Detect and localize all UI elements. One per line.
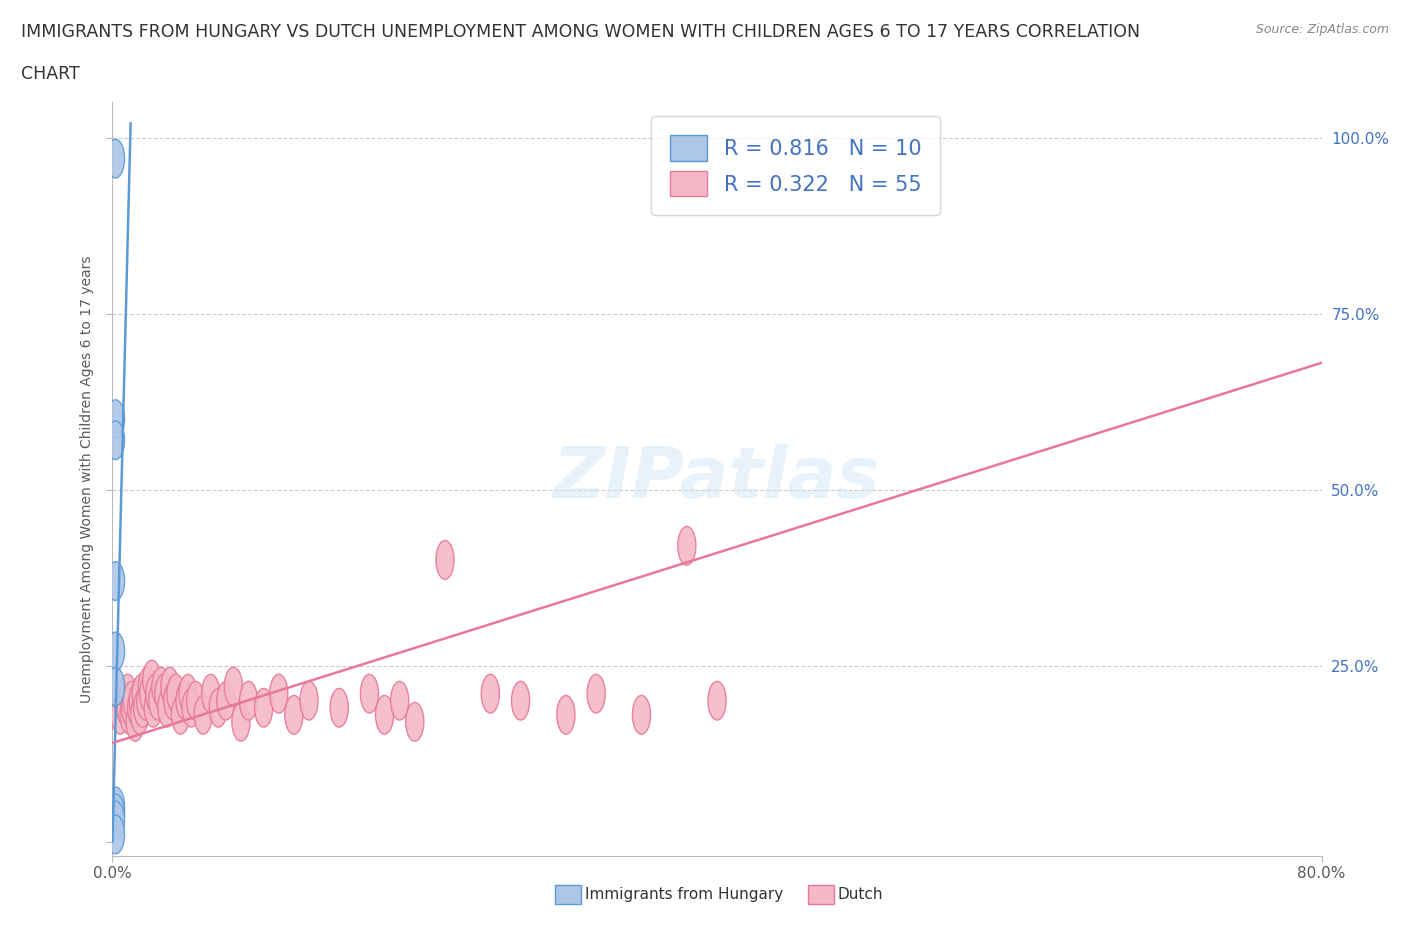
Ellipse shape [149, 682, 167, 720]
Ellipse shape [285, 696, 302, 734]
Ellipse shape [179, 674, 197, 713]
Ellipse shape [111, 696, 129, 734]
Text: Immigrants from Hungary: Immigrants from Hungary [585, 887, 783, 902]
Ellipse shape [160, 668, 179, 706]
Ellipse shape [201, 674, 219, 713]
Ellipse shape [139, 674, 157, 713]
Ellipse shape [134, 688, 152, 727]
Ellipse shape [678, 526, 696, 565]
Ellipse shape [512, 682, 530, 720]
Ellipse shape [132, 674, 150, 713]
Text: Dutch: Dutch [838, 887, 883, 902]
Text: IMMIGRANTS FROM HUNGARY VS DUTCH UNEMPLOYMENT AMONG WOMEN WITH CHILDREN AGES 6 T: IMMIGRANTS FROM HUNGARY VS DUTCH UNEMPLO… [21, 23, 1140, 41]
Ellipse shape [232, 702, 250, 741]
Ellipse shape [217, 682, 235, 720]
Ellipse shape [107, 140, 125, 178]
Ellipse shape [436, 540, 454, 579]
Ellipse shape [406, 702, 423, 741]
Ellipse shape [165, 682, 181, 720]
Ellipse shape [143, 660, 160, 699]
Ellipse shape [107, 794, 125, 832]
Ellipse shape [167, 674, 186, 713]
Ellipse shape [187, 682, 205, 720]
Ellipse shape [131, 696, 149, 734]
Ellipse shape [557, 696, 575, 734]
Ellipse shape [270, 674, 288, 713]
Ellipse shape [146, 674, 165, 713]
Ellipse shape [588, 674, 605, 713]
Ellipse shape [391, 682, 409, 720]
Text: ZIPatlas: ZIPatlas [554, 445, 880, 513]
Ellipse shape [155, 674, 173, 713]
Ellipse shape [145, 688, 162, 727]
Ellipse shape [120, 696, 138, 734]
Ellipse shape [152, 668, 170, 706]
Ellipse shape [225, 668, 242, 706]
Ellipse shape [121, 688, 139, 727]
Ellipse shape [239, 682, 257, 720]
Legend: R = 0.816   N = 10, R = 0.322   N = 55: R = 0.816 N = 10, R = 0.322 N = 55 [651, 116, 941, 215]
Ellipse shape [107, 787, 125, 826]
Ellipse shape [118, 674, 136, 713]
Ellipse shape [107, 562, 125, 601]
Ellipse shape [114, 682, 132, 720]
Ellipse shape [138, 668, 156, 706]
Ellipse shape [181, 688, 200, 727]
Ellipse shape [107, 400, 125, 438]
Ellipse shape [209, 688, 228, 727]
Ellipse shape [107, 801, 125, 840]
Ellipse shape [107, 668, 125, 706]
Ellipse shape [107, 815, 125, 854]
Ellipse shape [157, 688, 176, 727]
Ellipse shape [375, 696, 394, 734]
Ellipse shape [299, 682, 318, 720]
Ellipse shape [124, 682, 141, 720]
Ellipse shape [633, 696, 651, 734]
Ellipse shape [360, 674, 378, 713]
Ellipse shape [107, 632, 125, 671]
Ellipse shape [172, 696, 190, 734]
Ellipse shape [709, 682, 725, 720]
Ellipse shape [481, 674, 499, 713]
Text: Source: ZipAtlas.com: Source: ZipAtlas.com [1256, 23, 1389, 36]
Ellipse shape [117, 688, 135, 727]
Ellipse shape [128, 688, 146, 727]
Ellipse shape [129, 682, 148, 720]
Ellipse shape [194, 696, 212, 734]
Ellipse shape [254, 688, 273, 727]
Y-axis label: Unemployment Among Women with Children Ages 6 to 17 years: Unemployment Among Women with Children A… [80, 255, 94, 703]
Text: CHART: CHART [21, 65, 80, 83]
Ellipse shape [176, 682, 194, 720]
Ellipse shape [136, 682, 155, 720]
Ellipse shape [127, 702, 145, 741]
Ellipse shape [330, 688, 349, 727]
Ellipse shape [107, 421, 125, 459]
